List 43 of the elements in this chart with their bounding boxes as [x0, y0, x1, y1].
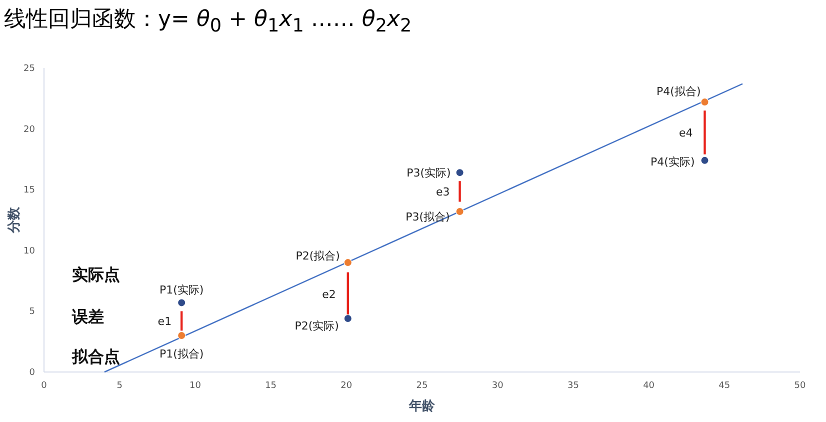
annotation: e3: [436, 185, 450, 198]
x-tick-label: 20: [340, 381, 352, 391]
x-tick-label: 30: [492, 381, 504, 391]
point: [177, 298, 186, 307]
annotation: P3(实际): [406, 166, 451, 180]
point: [456, 207, 464, 216]
x-axis-title: 年龄: [408, 399, 436, 414]
y-tick-label: 5: [29, 307, 35, 318]
point: [700, 156, 709, 165]
x-tick-label: 45: [718, 381, 730, 391]
x-tick-label: 0: [41, 381, 48, 391]
point: [344, 314, 352, 323]
annotation: 实际点: [72, 265, 120, 284]
point: [344, 258, 352, 267]
x-tick-label: 50: [794, 381, 806, 391]
y-tick-label: 10: [24, 246, 36, 256]
annotation: P3(拟合): [406, 210, 450, 224]
annotation: P4(实际): [650, 155, 695, 168]
annotation: P4(拟合): [656, 85, 701, 98]
y-tick-label: 25: [24, 64, 35, 74]
x-tick-label: 5: [116, 381, 122, 391]
chart-title: 线性回归函数：y= θ$_{0}$ + θ$_{1}$x$_{1}$ …… θ$_{2}$x$_{2}$: [4, 7, 412, 36]
y-tick-label: 0: [29, 368, 36, 378]
point: [456, 168, 464, 177]
annotation: P2(实际): [294, 319, 339, 332]
annotation: 拟合点: [71, 347, 120, 366]
x-tick-label: 10: [189, 381, 202, 391]
y-tick-label: 15: [24, 186, 35, 196]
x-tick-label: 25: [416, 381, 428, 391]
annotation: P1(实际): [159, 284, 204, 297]
annotation: P2(拟合): [296, 250, 340, 263]
x-tick-label: 15: [265, 381, 277, 391]
x-tick-label: 35: [567, 381, 579, 391]
y-axis-title: 分数: [7, 206, 22, 234]
annotation: 误差: [71, 307, 104, 326]
point: [177, 331, 186, 340]
annotation: e2: [322, 288, 336, 302]
x-tick-label: 40: [643, 381, 655, 391]
y-tick-label: 20: [24, 124, 36, 135]
annotation: e4: [678, 126, 693, 140]
annotation: e1: [158, 314, 172, 328]
point: [700, 98, 709, 106]
annotation: P1(拟合): [159, 348, 204, 361]
